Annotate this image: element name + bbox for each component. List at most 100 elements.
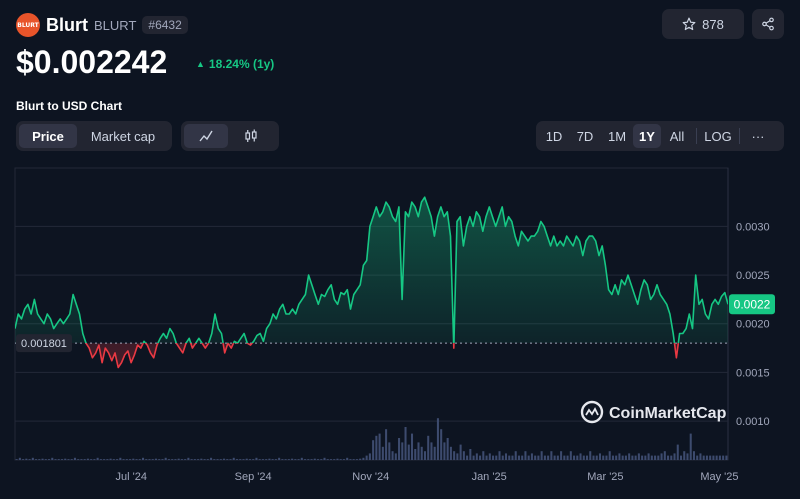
range-all[interactable]: All bbox=[669, 128, 685, 144]
volume-bar bbox=[77, 459, 80, 460]
volume-bar bbox=[388, 442, 391, 460]
volume-bar bbox=[582, 455, 585, 460]
share-button[interactable] bbox=[752, 9, 784, 39]
volume-bar bbox=[112, 459, 115, 460]
volume-bar bbox=[274, 459, 277, 460]
volume-bar bbox=[378, 433, 381, 460]
volume-bar bbox=[385, 429, 388, 460]
volume-bar bbox=[446, 438, 449, 460]
star-icon bbox=[682, 17, 696, 31]
volume-bar bbox=[135, 459, 138, 460]
volume-bar bbox=[637, 453, 640, 460]
volume-bar bbox=[96, 457, 99, 460]
line-chart-button[interactable] bbox=[184, 124, 228, 148]
volume-bar bbox=[22, 459, 25, 460]
x-tick-label: Jul '24 bbox=[115, 471, 146, 483]
volume-bar bbox=[323, 457, 326, 460]
volume-bar bbox=[336, 458, 339, 460]
volume-bar bbox=[109, 458, 112, 460]
volume-bar bbox=[410, 433, 414, 460]
volume-bar bbox=[223, 458, 226, 460]
volume-bar bbox=[167, 459, 170, 460]
range-1d[interactable]: 1D bbox=[545, 128, 563, 144]
volume-bar bbox=[517, 455, 520, 460]
price-line-down bbox=[85, 343, 680, 369]
volume-bar bbox=[553, 455, 556, 460]
volume-bar bbox=[206, 459, 209, 460]
candlestick-button[interactable] bbox=[228, 124, 274, 148]
more-options-button[interactable]: ··· bbox=[751, 128, 765, 144]
volume-bar bbox=[90, 459, 93, 460]
range-1m[interactable]: 1M bbox=[607, 128, 627, 144]
volume-bar bbox=[365, 455, 368, 460]
watchlist-button[interactable]: 878 bbox=[662, 9, 744, 39]
volume-bar bbox=[692, 451, 695, 460]
volume-bar bbox=[401, 442, 404, 460]
volume-bar bbox=[469, 449, 472, 460]
volume-bar bbox=[184, 459, 187, 460]
chart-title: Blurt to USD Chart bbox=[16, 99, 122, 113]
divider bbox=[739, 128, 740, 144]
volume-bar bbox=[320, 459, 323, 460]
share-icon bbox=[762, 17, 774, 31]
volume-bar bbox=[407, 444, 410, 460]
volume-bar bbox=[443, 442, 446, 460]
volume-bar bbox=[462, 451, 465, 460]
volume-bar bbox=[271, 459, 274, 460]
volume-bar bbox=[304, 459, 307, 460]
volume-bar bbox=[67, 459, 70, 460]
volume-bar bbox=[404, 427, 407, 460]
metric-toggle: Price Market cap bbox=[16, 121, 172, 151]
volume-bar bbox=[508, 455, 511, 460]
volume-bar bbox=[718, 455, 721, 460]
volume-bar bbox=[235, 459, 239, 460]
y-tick-label: 0.0030 bbox=[736, 221, 770, 233]
volume-bar bbox=[261, 459, 264, 460]
volume-bar bbox=[80, 459, 83, 460]
y-tick-label: 0.0010 bbox=[736, 416, 770, 428]
volume-bar bbox=[391, 451, 394, 460]
volume-bar bbox=[540, 451, 543, 460]
volume-bar bbox=[203, 459, 206, 460]
volume-bar bbox=[381, 446, 384, 460]
logo-text: BLURT bbox=[17, 21, 39, 29]
range-7d[interactable]: 7D bbox=[576, 128, 594, 144]
y-tick-label: 0.0015 bbox=[736, 367, 770, 379]
volume-bar bbox=[125, 459, 128, 460]
volume-bar bbox=[329, 459, 333, 460]
volume-bar bbox=[281, 459, 284, 460]
volume-bar bbox=[310, 459, 313, 460]
volume-bar bbox=[106, 459, 109, 460]
volume-bar bbox=[307, 459, 310, 460]
tab-market-cap[interactable]: Market cap bbox=[90, 128, 156, 144]
y-tick-label: 0.0020 bbox=[736, 319, 770, 331]
volume-bar bbox=[375, 435, 378, 460]
price-line-up bbox=[15, 196, 728, 344]
volume-bar bbox=[60, 459, 64, 460]
volume-bar bbox=[28, 459, 31, 460]
volume-bar bbox=[352, 459, 355, 460]
x-tick-label: Mar '25 bbox=[587, 471, 623, 483]
volume-bar bbox=[161, 459, 164, 460]
volume-bar bbox=[297, 459, 300, 460]
volume-bar bbox=[229, 459, 232, 460]
volume-bar bbox=[621, 455, 624, 460]
x-tick-label: May '25 bbox=[700, 471, 738, 483]
volume-bar bbox=[650, 455, 653, 460]
volume-bar bbox=[453, 451, 456, 460]
volume-bar bbox=[326, 459, 329, 460]
range-1y[interactable]: 1Y bbox=[633, 124, 661, 148]
volume-bar bbox=[252, 459, 255, 460]
tab-price[interactable]: Price bbox=[19, 124, 77, 148]
volume-bar bbox=[287, 459, 290, 460]
triangle-up-icon: ▲ bbox=[196, 59, 205, 69]
volume-bar bbox=[569, 451, 572, 460]
volume-bar bbox=[148, 459, 151, 460]
log-scale-toggle[interactable]: LOG bbox=[704, 128, 732, 144]
volume-bar bbox=[38, 459, 41, 460]
volume-bar bbox=[699, 453, 702, 460]
volume-bar bbox=[164, 457, 167, 460]
volume-bar bbox=[93, 459, 96, 460]
volume-bar bbox=[359, 458, 362, 460]
volume-bar bbox=[119, 457, 122, 460]
